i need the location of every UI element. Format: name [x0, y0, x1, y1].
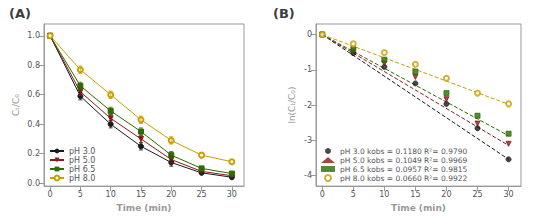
- svg-text:20: 20: [166, 190, 176, 199]
- svg-text:pH 8.0: pH 8.0: [69, 174, 95, 183]
- svg-text:pH 8.0 kobs = 0.0660 R²= 0.992: pH 8.0 kobs = 0.0660 R²= 0.9922: [340, 174, 467, 183]
- svg-text:30: 30: [227, 190, 237, 199]
- svg-text:25: 25: [196, 190, 206, 199]
- svg-text:(B): (B): [273, 6, 295, 21]
- svg-text:pH 6.5 kobs = 0.0957 R²= 0.981: pH 6.5 kobs = 0.0957 R²= 0.9815: [340, 165, 467, 174]
- svg-text:15: 15: [136, 190, 146, 199]
- svg-text:pH 5.0 kobs = 0.1049 R²= 0.996: pH 5.0 kobs = 0.1049 R²= 0.9969: [340, 156, 467, 165]
- svg-text:0.2: 0.2: [27, 149, 40, 158]
- svg-text:Time (min): Time (min): [117, 203, 172, 213]
- svg-text:0: 0: [48, 190, 53, 199]
- svg-text:0.4: 0.4: [27, 120, 40, 129]
- svg-text:5: 5: [351, 190, 356, 199]
- svg-text:pH 3.0 kobs = 0.1180 R²= 0.979: pH 3.0 kobs = 0.1180 R²= 0.9790: [340, 147, 467, 156]
- svg-text:0.6: 0.6: [27, 90, 40, 99]
- svg-text:1.0: 1.0: [27, 31, 40, 40]
- svg-text:Time (min): Time (min): [391, 203, 446, 213]
- svg-text:10: 10: [106, 190, 116, 199]
- svg-text:ln(Cₜ/C₀): ln(Cₜ/C₀): [287, 87, 297, 124]
- svg-text:25: 25: [472, 190, 482, 199]
- svg-text:5: 5: [78, 190, 83, 199]
- svg-text:pH 6.5: pH 6.5: [69, 165, 95, 174]
- svg-text:-1: -1: [304, 65, 312, 74]
- svg-text:0: 0: [320, 190, 325, 199]
- svg-text:0.0: 0.0: [27, 179, 40, 188]
- svg-text:Cₜ/C₀: Cₜ/C₀: [11, 94, 21, 116]
- svg-text:-4: -4: [304, 171, 312, 180]
- svg-text:20: 20: [441, 190, 451, 199]
- svg-text:10: 10: [379, 190, 389, 199]
- svg-text:pH 3.0: pH 3.0: [69, 147, 95, 156]
- svg-text:15: 15: [410, 190, 420, 199]
- svg-text:30: 30: [503, 190, 513, 199]
- svg-text:0: 0: [307, 30, 312, 39]
- svg-text:pH 5.0: pH 5.0: [69, 156, 95, 165]
- svg-text:-3: -3: [304, 136, 312, 145]
- svg-text:0.8: 0.8: [27, 61, 40, 70]
- svg-text:(A): (A): [9, 6, 31, 21]
- svg-text:-2: -2: [304, 101, 312, 110]
